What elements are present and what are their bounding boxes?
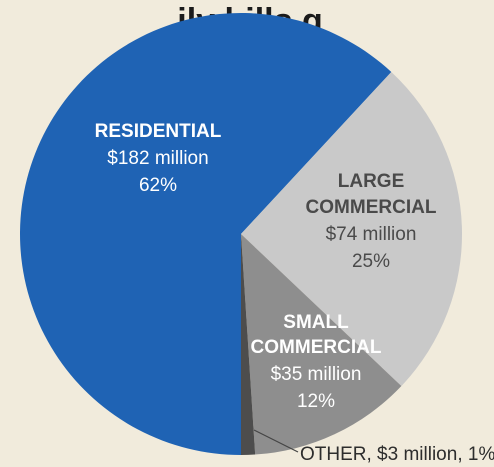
large-commercial-amount-label: $74 million bbox=[326, 224, 417, 245]
small-commercial-amount-label: $35 million bbox=[271, 364, 362, 385]
residential-name-label: RESIDENTIAL bbox=[95, 121, 222, 142]
pie-slices bbox=[20, 13, 462, 455]
other-callout-label: OTHER, $3 million, 1%* bbox=[300, 444, 494, 465]
slice-labels: RESIDENTIAL $182 million 62% LARGE COMME… bbox=[95, 121, 437, 412]
other-callout-line bbox=[253, 429, 299, 453]
small-commercial-slice bbox=[241, 234, 402, 455]
residential-percent-label: 62% bbox=[139, 175, 177, 196]
large-commercial-name-label-line2: COMMERCIAL bbox=[306, 197, 437, 218]
small-commercial-name-label-line1: SMALL bbox=[283, 312, 349, 333]
large-commercial-name-label-line1: LARGE bbox=[338, 171, 405, 192]
large-commercial-slice bbox=[241, 71, 462, 387]
small-commercial-name-label-line2: COMMERCIAL bbox=[251, 337, 382, 358]
large-commercial-percent-label: 25% bbox=[352, 251, 390, 272]
residential-amount-label: $182 million bbox=[107, 148, 208, 169]
small-commercial-percent-label: 12% bbox=[297, 391, 335, 412]
other-slice bbox=[241, 234, 256, 455]
residential-slice bbox=[20, 13, 392, 455]
